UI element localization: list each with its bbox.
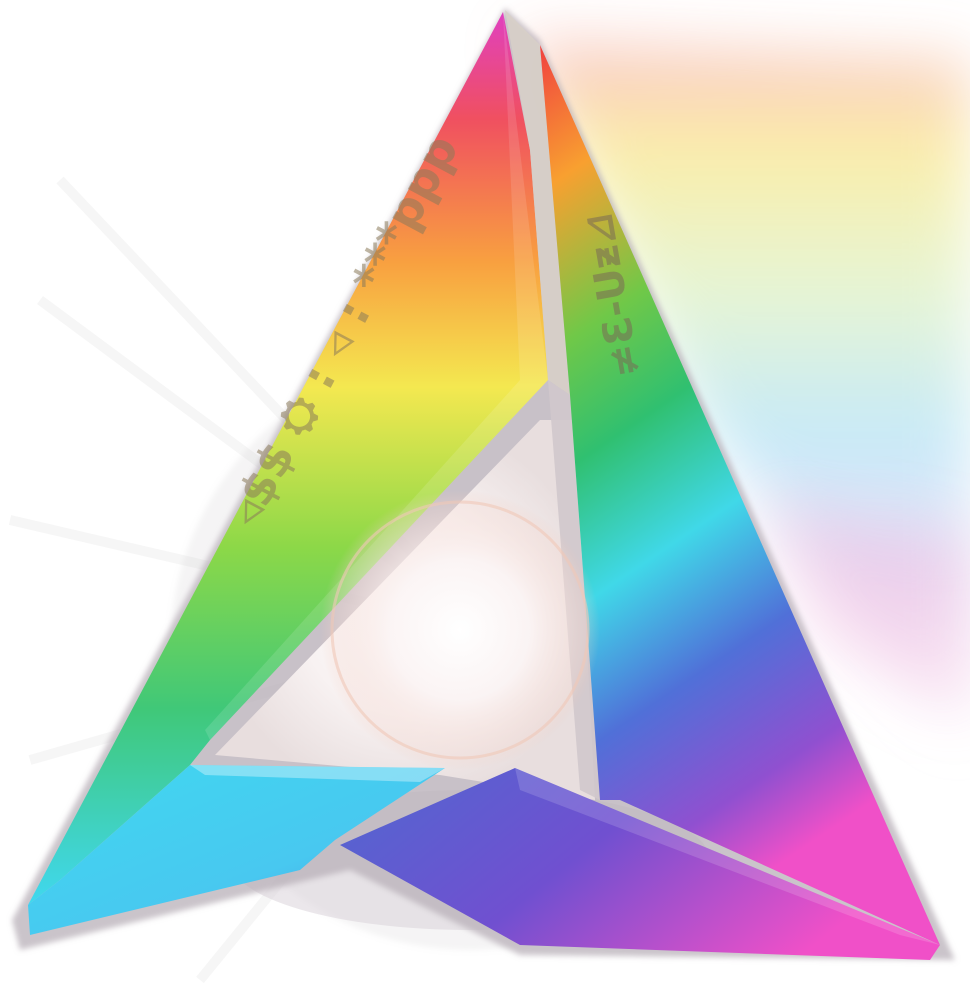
bottom-right-flap bbox=[340, 768, 940, 960]
right-face bbox=[540, 45, 940, 945]
bottom-left-flap bbox=[28, 765, 445, 935]
sun-glow bbox=[320, 490, 600, 770]
left-face bbox=[28, 12, 548, 905]
background-flare bbox=[520, 40, 970, 760]
